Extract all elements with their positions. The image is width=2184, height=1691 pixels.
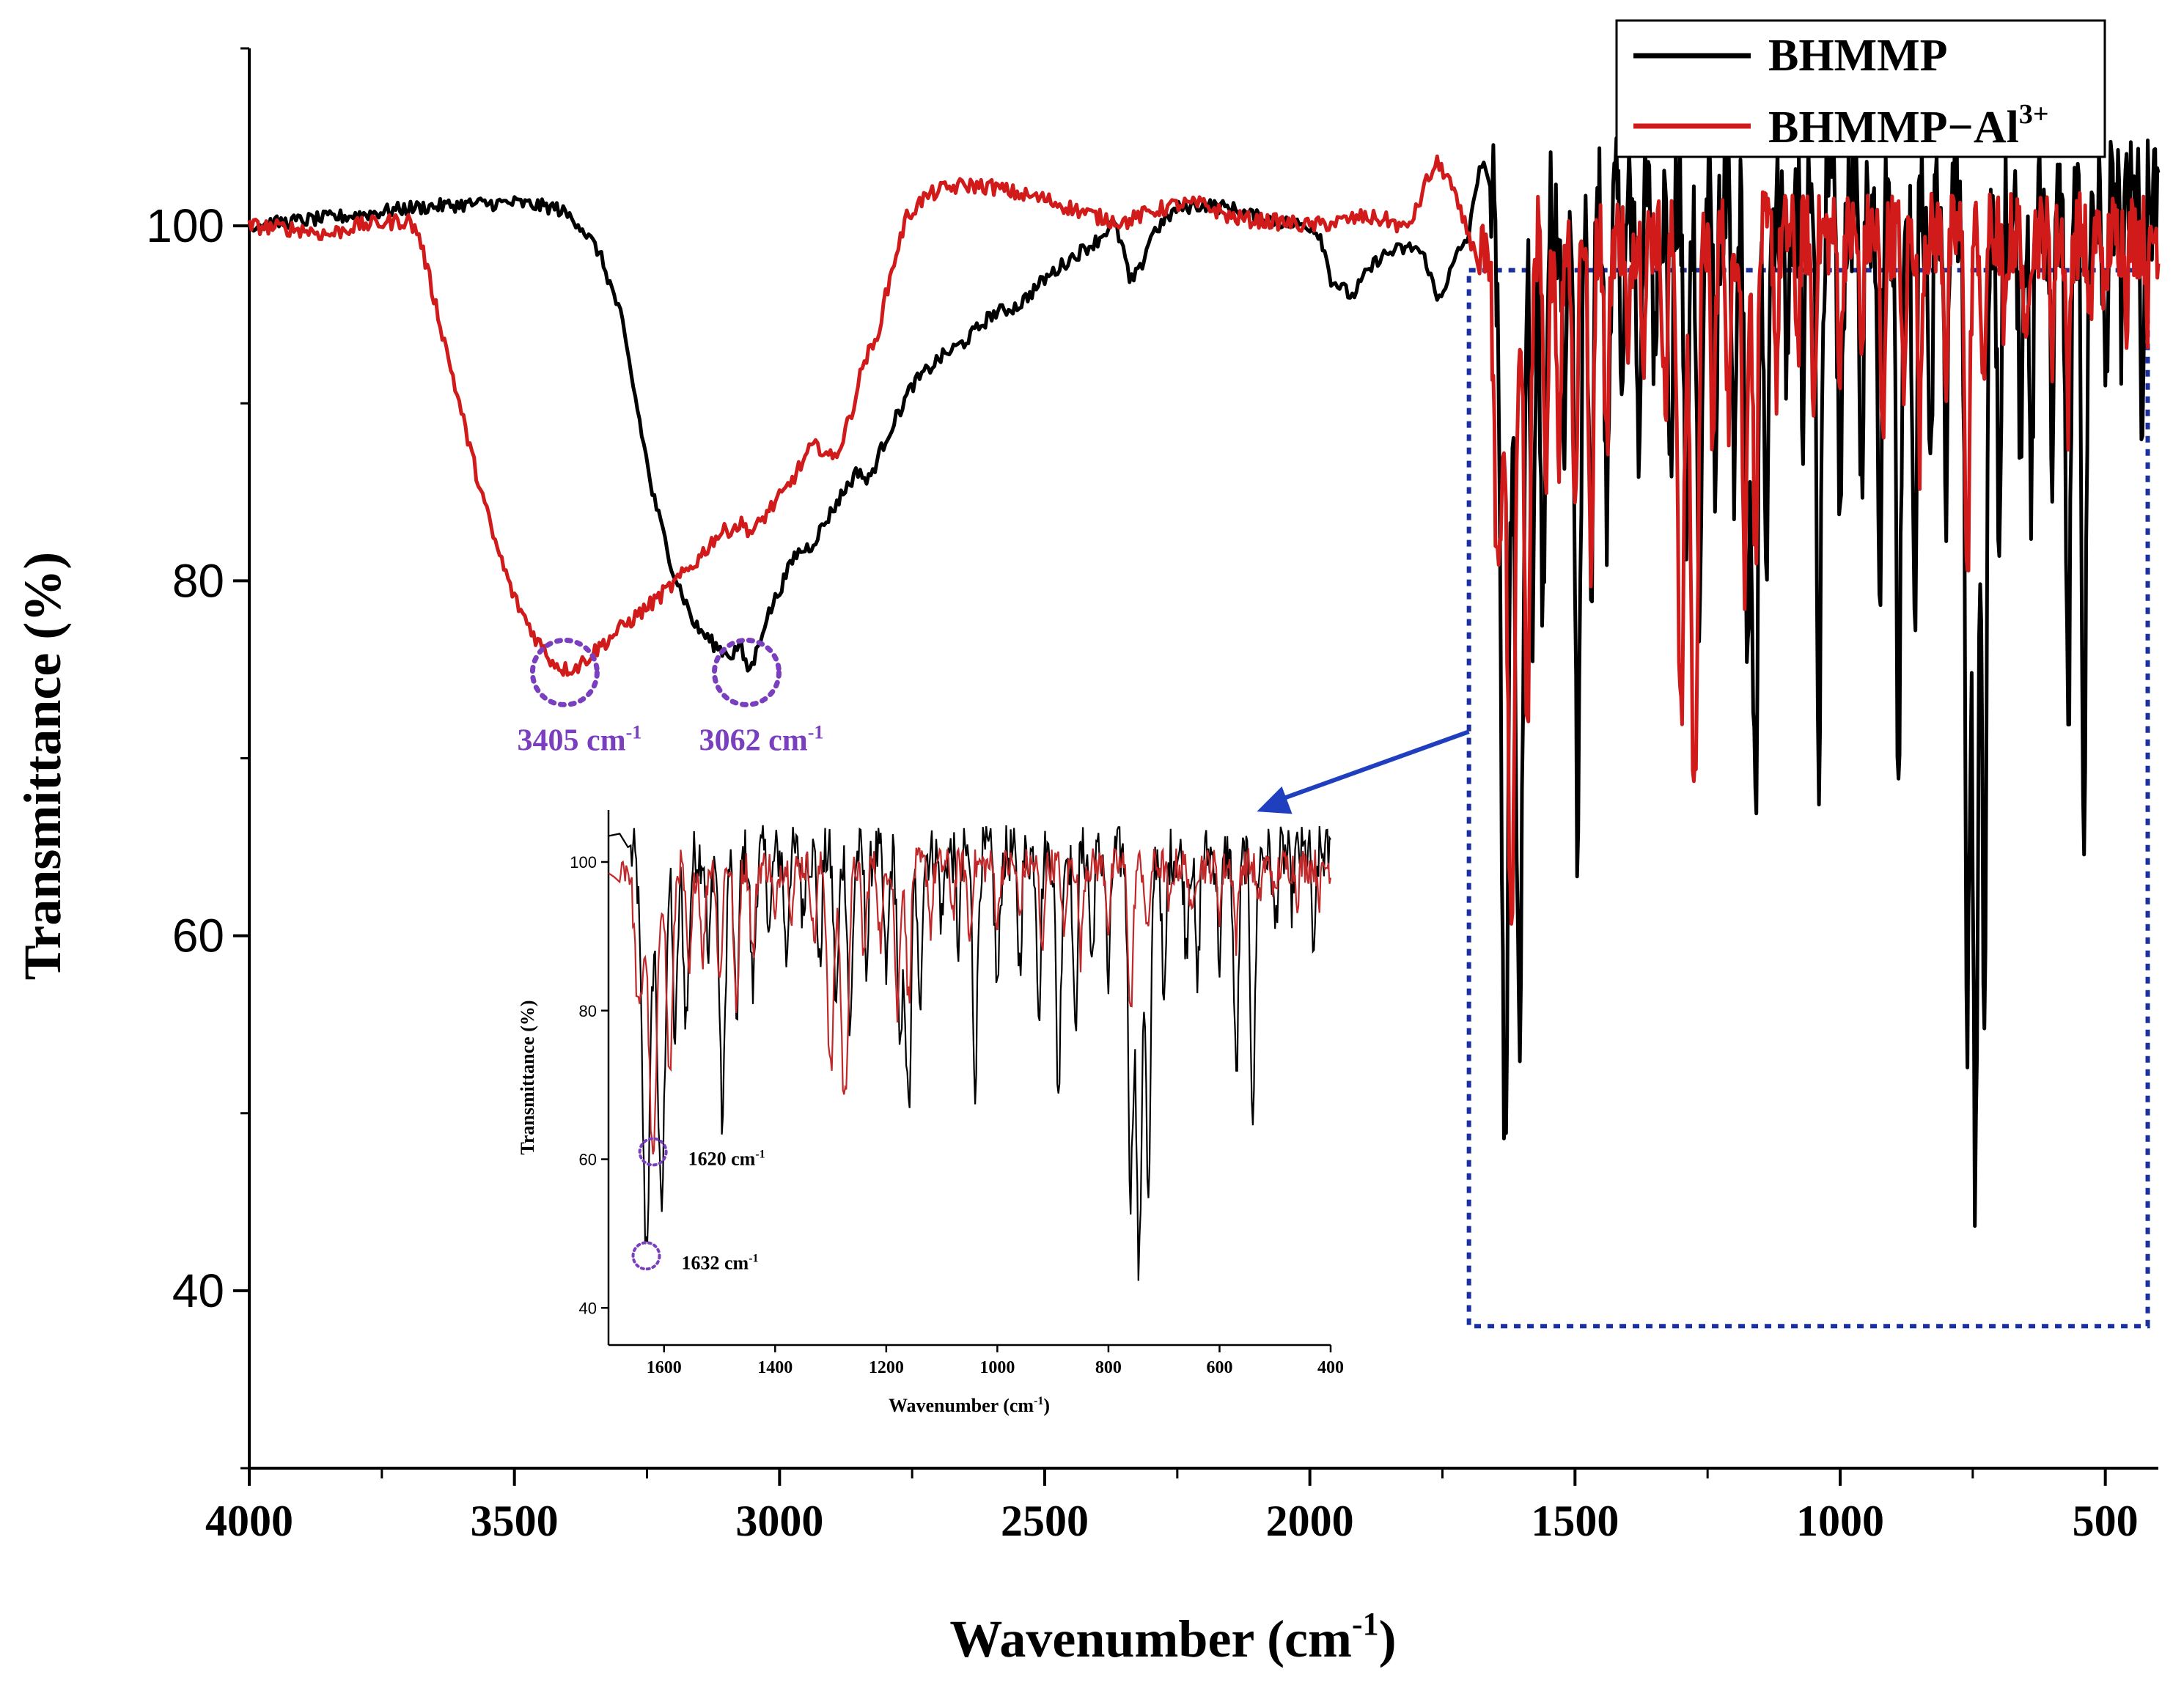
inset-annotations: 1620 cm-1 1632 cm-1 <box>631 1137 765 1273</box>
x-tick-label: 3500 <box>471 1497 559 1545</box>
x-tick-label: 1000 <box>1796 1497 1884 1545</box>
callout-arrow-head <box>1257 786 1293 814</box>
y-ticks: 100 80 60 40 <box>146 47 249 1470</box>
callout-arrow <box>1257 729 1470 814</box>
annotation-label: 3062 cm-1 <box>699 721 824 757</box>
inset-x-tick-label: 800 <box>1095 1358 1122 1377</box>
inset-y-tick-label: 80 <box>579 1002 597 1020</box>
y-tick-label: 100 <box>146 199 224 252</box>
inset-y-tick-label: 60 <box>579 1151 597 1169</box>
callout-arrow-shaft <box>1276 729 1470 803</box>
y-tick-label: 80 <box>172 554 224 607</box>
x-tick-label: 2500 <box>1001 1497 1089 1545</box>
inset-x-axis-title: Wavenumber (cm-1) <box>889 1395 1050 1416</box>
series-line-bhmmp-al <box>247 154 2161 926</box>
legend: BHMMP BHMMP−Al3+ <box>1615 19 2106 158</box>
inset-annotation-label: 1632 cm-1 <box>682 1252 759 1273</box>
legend-label-bhmmp-al: BHMMP−Al3+ <box>1768 99 2048 152</box>
inset-background <box>608 836 1331 1341</box>
x-axis-title: Wavenumber (cm-1) <box>949 1606 1396 1668</box>
inset-series-line-bhmmp-al <box>608 847 1332 1154</box>
y-tick-label: 60 <box>172 910 224 962</box>
inset-curves <box>608 825 1332 1281</box>
inset-y-axis-title: Transmittance (%) <box>517 1000 538 1154</box>
inset-y-ticks: 100 80 60 40 <box>570 853 608 1317</box>
inset-y-tick-label: 40 <box>579 1299 597 1317</box>
inset-x-ticks: 1600 1400 1200 1000 800 600 400 <box>647 1345 1344 1377</box>
x-tick-label: 4000 <box>205 1497 293 1545</box>
legend-label-bhmmp: BHMMP <box>1768 31 1948 81</box>
y-axis-title: Transmittance (%) <box>13 552 72 981</box>
zoom-region-box <box>1466 268 2150 1329</box>
inset-annotation-circle <box>638 1137 668 1167</box>
inset-x-tick-label: 1200 <box>869 1358 904 1377</box>
inset-x-tick-label: 600 <box>1206 1358 1232 1377</box>
inset-x-tick-label: 1600 <box>647 1358 682 1377</box>
legend-box <box>1615 19 2106 158</box>
inset-annotation-circle <box>631 1241 661 1271</box>
x-tick-label: 3000 <box>735 1497 823 1545</box>
inset-y-tick-label: 100 <box>570 853 597 872</box>
main-plot: 4000 3500 3000 2500 2000 1500 1000 500 100 80 60 4… <box>13 47 2161 1668</box>
inset-x-tick-label: 1400 <box>757 1358 793 1377</box>
inset-x-tick-label: 400 <box>1317 1358 1344 1377</box>
x-tick-label: 2000 <box>1266 1497 1354 1545</box>
x-tick-label: 500 <box>2073 1497 2139 1545</box>
annotation-circle <box>711 637 782 707</box>
main-curves <box>247 136 2161 1228</box>
inset-plot: 1600 1400 1200 1000 800 600 400 100 80 60 40 1620… <box>517 810 1344 1416</box>
inset-annotation-label: 1620 cm-1 <box>688 1148 765 1169</box>
y-tick-label: 40 <box>172 1264 224 1317</box>
annotation-circle <box>529 637 600 707</box>
x-tick-label: 1500 <box>1531 1497 1619 1545</box>
annotation-label: 3405 cm-1 <box>517 721 641 757</box>
x-ticks: 4000 3500 3000 2500 2000 1500 1000 500 <box>205 1468 2139 1545</box>
main-annotations: 3405 cm-1 3062 cm-1 <box>517 637 824 757</box>
inset-x-tick-label: 1000 <box>979 1358 1015 1377</box>
